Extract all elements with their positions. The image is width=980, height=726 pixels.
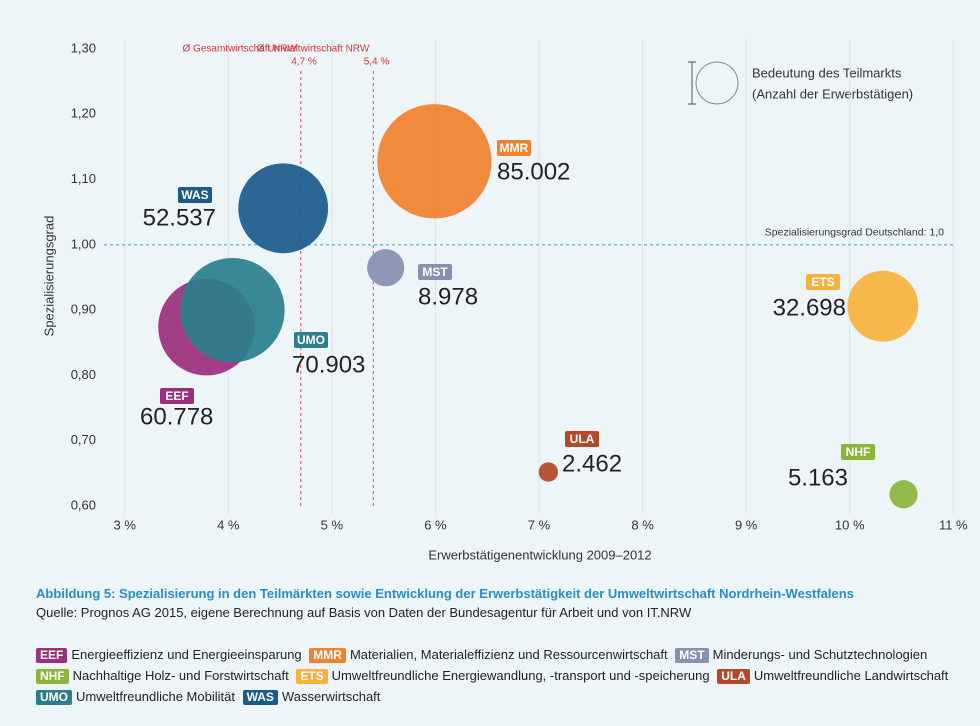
legend: EEF Energieeffizienz und Energieeinsparun… [36,644,956,707]
size-label: 70.903 [292,351,365,378]
badge-label: EEF [165,389,188,403]
legend-text: Umweltfreundliche Mobilität [76,689,235,704]
bubble [377,104,492,219]
badge [418,264,452,280]
badge [806,274,840,290]
size-legend-circle [695,61,739,105]
legend-badge: UMO [36,690,72,705]
bubble [238,163,329,254]
size-label: 5.163 [788,464,848,491]
plot: 3 % 4 % 5 % 6 % 7 % 8 % 9 % 10 % 11 % 0,60 0,70 0,8… [71,39,968,532]
y-tick-label: 1,00 [71,236,96,251]
legend-badge: MMR [309,648,346,663]
badge [160,388,194,404]
badge [178,187,212,203]
legend-text: Nachhaltige Holz- und Forstwirtschaft [72,668,289,683]
footer: Abbildung 5: Spezialisierung in den Teil… [36,584,956,707]
badge [497,140,531,156]
size-label: 2.462 [562,450,622,477]
badge-label: NHF [846,445,871,459]
y-tick-label: 1,10 [71,171,96,186]
badge [841,444,875,460]
legend-text: Umweltfreundliche Energiewandlung, -tran… [331,668,710,683]
x-tick-label: 5 % [321,517,344,532]
y-tick-label: 0,80 [71,367,96,382]
x-tick-label: 7 % [528,517,551,532]
x-tick-label: 9 % [735,517,758,532]
x-tick-label: 4 % [217,517,240,532]
x-tick-label: 10 % [835,517,865,532]
y-tick-label: 0,60 [71,497,96,512]
chart: Spezialisierungsgrad Erwerbstätigenentwi… [41,39,968,562]
badge [294,332,328,348]
x-axis-label: Erwerbstätigenentwicklung 2009–2012 [428,547,651,562]
source: Quelle: Prognos AG 2015, eigene Berechnu… [36,605,692,620]
legend-badge: ULA [717,669,750,684]
size-legend-text: Bedeutung des Teilmarkts [752,65,902,80]
size-label: 32.698 [773,294,846,321]
x-tick-label: 3 % [114,517,137,532]
reference-label: 4,7 % [291,57,317,68]
y-tick-label: 1,30 [71,40,96,55]
x-tick-label: 11 % [939,517,968,532]
badge [565,431,599,447]
bubble [367,249,405,287]
legend-badge: NHF [36,669,69,684]
legend-text: Wasserwirtschaft [281,689,381,704]
x-tick-label: 6 % [424,517,447,532]
x-tick-label: 8 % [631,517,654,532]
legend-text: Materialien, Materialeffizienz und Resso… [349,647,668,662]
badge-label: WAS [181,188,208,202]
size-label: 85.002 [497,158,570,185]
badge-label: ULA [570,432,595,446]
caption: Abbildung 5: Spezialisierung in den Teil… [36,586,854,601]
badge-label: MMR [500,141,529,155]
bubble [889,480,918,509]
size-legend-text: (Anzahl der Erwerbstätigen) [752,86,913,101]
size-label: 60.778 [140,403,213,430]
legend-badge: ETS [296,669,328,684]
legend-text: Minderungs- und Schutztechnologien [712,647,928,662]
legend-text: Energieeffizienz und Energieeinsparung [71,647,302,662]
y-tick-label: 1,20 [71,106,96,121]
bubble [538,462,559,482]
reference-label: Ø Gesamtwirtschaft NRW [183,44,298,55]
badge-label: MST [422,265,448,279]
size-label: 52.537 [143,204,216,231]
legend-badge: MST [675,648,709,663]
legend-badge: WAS [242,690,278,705]
reference-label: Spezialisierungsgrad Deutschland: 1,0 [765,227,944,239]
badge-label: UMO [297,333,325,347]
reference-label: 5,4 % [364,57,390,68]
legend-text: Umweltfreundliche Landwirtschaft [753,668,949,683]
y-axis-label: Spezialisierungsgrad [41,216,56,337]
badge-label: ETS [811,275,834,289]
bubble [847,270,919,342]
size-label: 8.978 [418,283,478,310]
y-tick-label: 0,70 [71,432,96,447]
y-tick-label: 0,90 [71,302,96,317]
legend-badge: EEF [36,648,68,663]
bubble [180,257,285,363]
reference-label: Ø Umweltwirtschaft NRW [257,44,370,55]
